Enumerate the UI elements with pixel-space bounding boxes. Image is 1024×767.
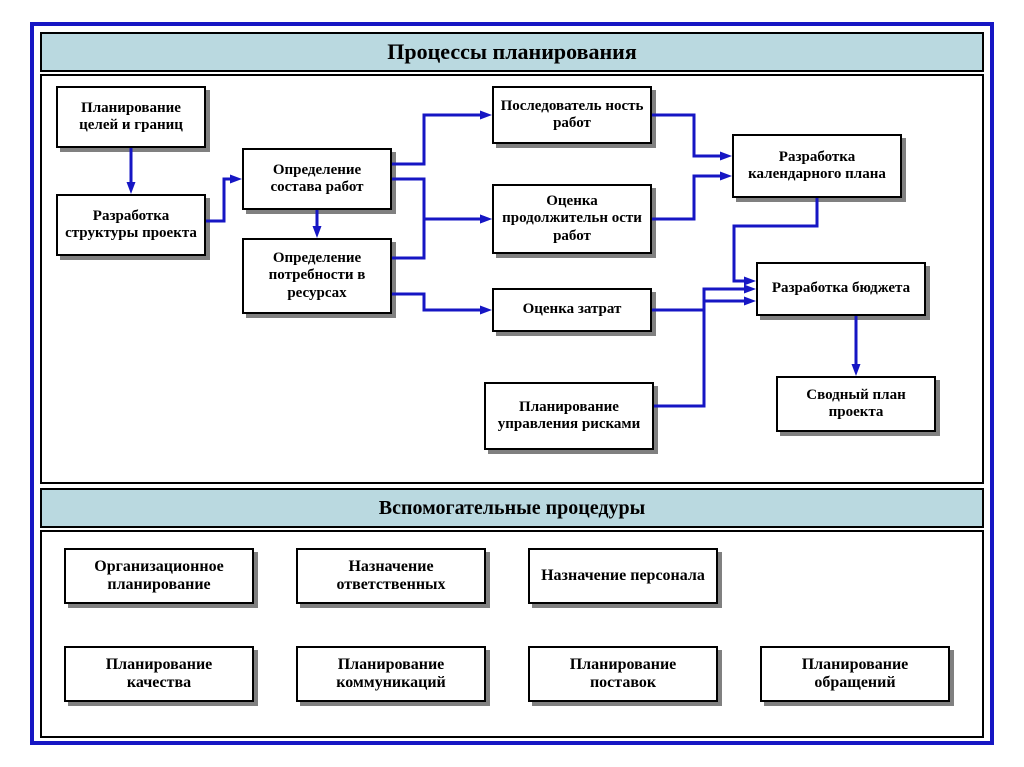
- outer-frame: Процессы планирования Вспомогательные пр…: [0, 0, 1024, 767]
- node-summary-label: Сводный план проекта: [784, 387, 928, 422]
- header-aux: Вспомогательные процедуры: [40, 488, 984, 528]
- node-risk-label: Планирование управления рисками: [492, 399, 646, 434]
- header-planning: Процессы планирования: [40, 32, 984, 72]
- aux-node-appeals: Планирование обращений: [760, 646, 950, 702]
- header-planning-text: Процессы планирования: [387, 39, 636, 65]
- node-scope-label: Определение состава работ: [250, 162, 384, 197]
- node-goals: Планирование целей и границ: [56, 86, 206, 148]
- aux-node-supply-label: Планирование поставок: [536, 656, 710, 693]
- aux-node-assign: Назначение ответственных: [296, 548, 486, 604]
- aux-node-assign-label: Назначение ответственных: [304, 558, 478, 595]
- node-cost-label: Оценка затрат: [523, 301, 622, 318]
- node-sequence: Последователь ность работ: [492, 86, 652, 144]
- aux-node-staff-label: Назначение персонала: [541, 567, 705, 585]
- aux-node-appeals-label: Планирование обращений: [768, 656, 942, 693]
- node-sequence-label: Последователь ность работ: [500, 98, 644, 133]
- node-schedule: Разработка календарного плана: [732, 134, 902, 198]
- node-budget-label: Разработка бюджета: [772, 280, 910, 297]
- node-risk: Планирование управления рисками: [484, 382, 654, 450]
- node-duration-label: Оценка продолжительн ости работ: [500, 193, 644, 245]
- node-scope: Определение состава работ: [242, 148, 392, 210]
- node-schedule-label: Разработка календарного плана: [740, 149, 894, 184]
- node-budget: Разработка бюджета: [756, 262, 926, 316]
- aux-node-org: Организационное планирование: [64, 548, 254, 604]
- node-duration: Оценка продолжительн ости работ: [492, 184, 652, 254]
- header-aux-text: Вспомогательные процедуры: [379, 497, 645, 520]
- aux-node-org-label: Организационное планирование: [72, 558, 246, 595]
- diagram-canvas: Процессы планирования Вспомогательные пр…: [30, 22, 994, 745]
- node-goals-label: Планирование целей и границ: [64, 100, 198, 135]
- aux-node-comm: Планирование коммуникаций: [296, 646, 486, 702]
- node-summary: Сводный план проекта: [776, 376, 936, 432]
- aux-node-quality: Планирование качества: [64, 646, 254, 702]
- node-resources: Определение потребности в ресурсах: [242, 238, 392, 314]
- aux-node-comm-label: Планирование коммуникаций: [304, 656, 478, 693]
- aux-node-quality-label: Планирование качества: [72, 656, 246, 693]
- aux-node-supply: Планирование поставок: [528, 646, 718, 702]
- node-cost: Оценка затрат: [492, 288, 652, 332]
- node-structure-label: Разработка структуры проекта: [64, 208, 198, 243]
- node-structure: Разработка структуры проекта: [56, 194, 206, 256]
- node-resources-label: Определение потребности в ресурсах: [250, 250, 384, 302]
- aux-node-staff: Назначение персонала: [528, 548, 718, 604]
